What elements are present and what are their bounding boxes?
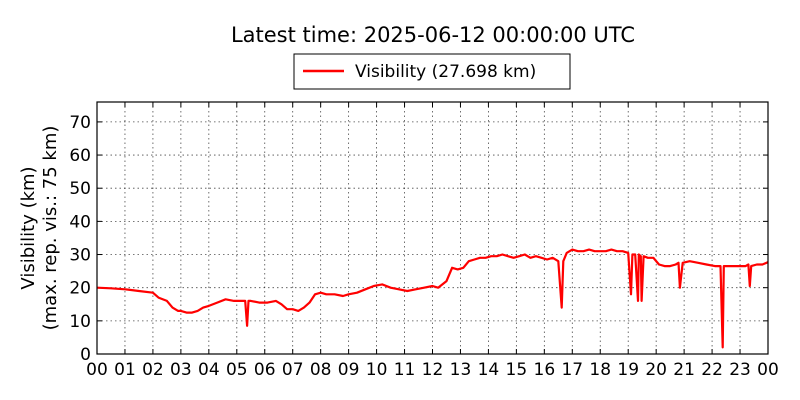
x-tick-label: 05 [226, 360, 248, 380]
x-tick-label: 22 [701, 360, 723, 380]
x-tick-label: 20 [645, 360, 667, 380]
y-axis-label-line2: (max. rep. vis.: 75 km) [40, 126, 61, 331]
x-tick-label: 02 [142, 360, 164, 380]
y-tick-labels: 0 10 20 30 40 50 60 70 [69, 113, 91, 365]
y-tick-label: 60 [69, 146, 91, 166]
x-tick-label: 04 [198, 360, 220, 380]
x-tick-label: 00 [86, 360, 108, 380]
x-tick-label: 12 [422, 360, 444, 380]
x-tick-label: 11 [394, 360, 416, 380]
y-tick-label: 20 [69, 279, 91, 299]
x-tick-label: 09 [338, 360, 360, 380]
x-tick-label: 21 [673, 360, 695, 380]
y-axis-label-line1: Visibility (km) [18, 166, 39, 289]
x-tick-label: 13 [450, 360, 472, 380]
x-tick-label: 01 [114, 360, 136, 380]
x-tick-label: 16 [534, 360, 556, 380]
y-tick-label: 10 [69, 312, 91, 332]
x-tick-label: 08 [310, 360, 332, 380]
y-tick-label: 70 [69, 113, 91, 133]
x-tick-label: 18 [589, 360, 611, 380]
x-tick-label: 07 [282, 360, 304, 380]
y-tick-label: 0 [80, 345, 91, 365]
chart-title: Latest time: 2025-06-12 00:00:00 UTC [231, 23, 635, 47]
x-tick-label: 06 [254, 360, 276, 380]
x-tick-labels: 00 01 02 03 04 05 06 07 08 09 10 11 12 13 14 15 16 17 18 19… [86, 360, 779, 380]
legend-entry-label: Visibility (27.698 km) [355, 62, 536, 82]
series-line-visibility [96, 248, 769, 349]
y-tick-label: 30 [69, 246, 91, 266]
y-tick-label: 40 [69, 212, 91, 232]
gridlines [97, 102, 768, 354]
plot-frame [96, 101, 769, 355]
x-tick-label: 00 [757, 360, 779, 380]
y-tick-label: 50 [69, 179, 91, 199]
x-tick-label: 10 [366, 360, 388, 380]
x-tick-label: 17 [561, 360, 583, 380]
legend: Visibility (27.698 km) [293, 53, 571, 90]
x-tick-label: 19 [617, 360, 639, 380]
x-tick-label: 15 [506, 360, 528, 380]
x-tick-label: 23 [729, 360, 751, 380]
x-tick-label: 14 [478, 360, 500, 380]
x-tick-label: 03 [170, 360, 192, 380]
